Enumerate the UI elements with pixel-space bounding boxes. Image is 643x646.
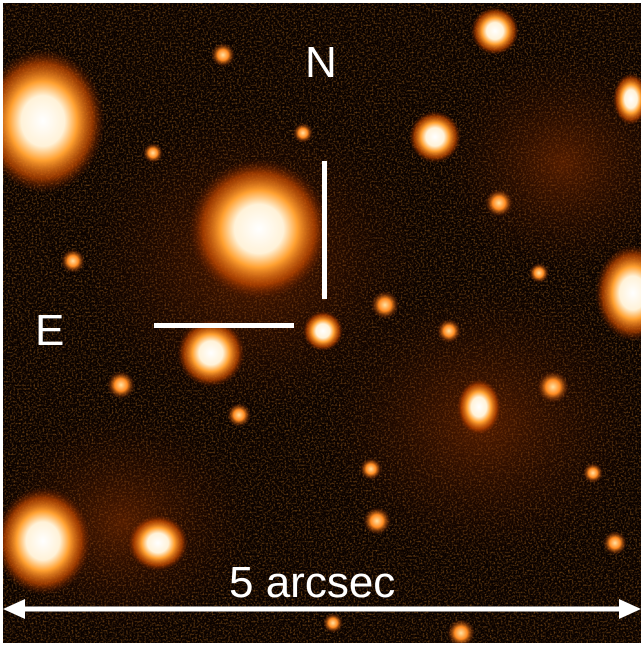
east-marker-line xyxy=(154,323,294,328)
east-label: E xyxy=(35,309,64,353)
north-label: N xyxy=(305,41,337,85)
astronomical-image: N E 5 arcsec xyxy=(3,3,641,643)
star-field xyxy=(3,3,641,643)
scale-bar-arrow xyxy=(3,597,641,621)
north-marker-line xyxy=(322,161,327,299)
